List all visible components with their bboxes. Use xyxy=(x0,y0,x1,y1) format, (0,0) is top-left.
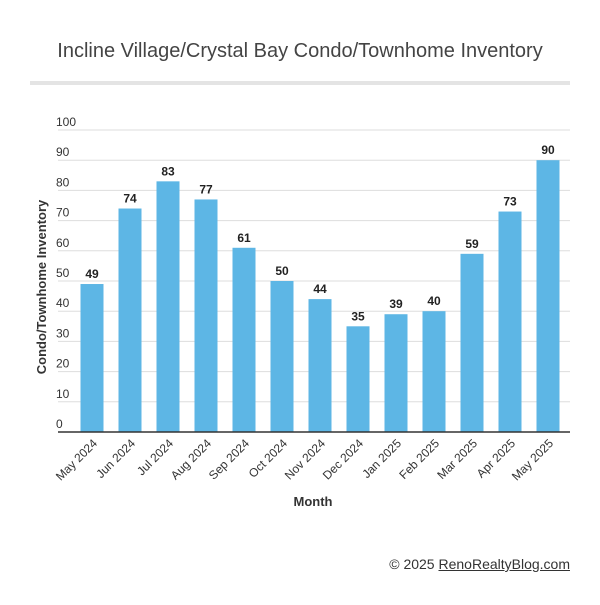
x-tick-label: May 2024 xyxy=(53,436,100,483)
bar xyxy=(384,314,408,432)
y-tick-label: 70 xyxy=(56,206,70,220)
data-label: 74 xyxy=(123,192,137,206)
copyright-text: © 2025 xyxy=(389,556,435,572)
data-label: 59 xyxy=(465,237,479,251)
data-label: 61 xyxy=(237,231,251,245)
x-tick-label: Nov 2024 xyxy=(282,436,328,482)
chart-title: Incline Village/Crystal Bay Condo/Townho… xyxy=(57,40,543,62)
bar xyxy=(232,247,256,432)
x-tick-label: Dec 2024 xyxy=(320,436,366,482)
bar xyxy=(194,199,218,432)
x-tick-label: Feb 2025 xyxy=(396,436,442,482)
data-label: 73 xyxy=(503,195,517,209)
bar xyxy=(118,208,142,432)
bar xyxy=(270,281,294,432)
title-divider xyxy=(30,81,570,85)
bar xyxy=(460,253,484,432)
data-label: 35 xyxy=(351,309,365,323)
data-label: 83 xyxy=(161,164,175,178)
y-tick-label: 60 xyxy=(56,236,70,250)
bar xyxy=(422,311,446,432)
data-label: 40 xyxy=(427,294,441,308)
y-tick-label: 30 xyxy=(56,326,70,340)
x-tick-label: Sep 2024 xyxy=(206,436,252,482)
y-tick-label: 80 xyxy=(56,175,70,189)
x-axis-title: Month xyxy=(294,494,333,509)
site-link[interactable]: RenoRealtyBlog.com xyxy=(438,556,570,572)
data-label: 50 xyxy=(275,264,289,278)
y-tick-label: 50 xyxy=(56,266,70,280)
y-tick-label: 40 xyxy=(56,296,70,310)
bar xyxy=(346,326,370,432)
x-tick-label: Jun 2024 xyxy=(93,436,138,481)
y-axis-title: Condo/Townhome Inventory xyxy=(34,199,49,374)
y-tick-label: 0 xyxy=(56,417,63,431)
bar xyxy=(156,181,180,432)
bars xyxy=(80,160,560,432)
data-label: 49 xyxy=(85,267,99,281)
bar xyxy=(536,160,560,432)
y-tick-label: 90 xyxy=(56,145,70,159)
data-label: 90 xyxy=(541,143,555,157)
y-tick-label: 100 xyxy=(56,115,76,129)
x-tick-label: Mar 2025 xyxy=(434,436,480,482)
y-tick-labels: 0 10 20 30 40 50 60 70 80 90 100 xyxy=(56,115,76,431)
bar xyxy=(498,211,522,432)
x-tick-label: May 2025 xyxy=(509,436,556,483)
y-tick-label: 20 xyxy=(56,357,70,371)
bar xyxy=(308,299,332,432)
data-label: 44 xyxy=(313,282,327,296)
data-labels: 49 74 83 77 61 50 44 35 39 40 59 73 90 xyxy=(85,143,555,323)
copyright-credit: © 2025 RenoRealtyBlog.com xyxy=(389,556,570,572)
data-label: 39 xyxy=(389,297,403,311)
bar xyxy=(80,284,104,432)
data-label: 77 xyxy=(199,182,213,196)
y-tick-label: 10 xyxy=(56,387,70,401)
x-tick-label: Aug 2024 xyxy=(168,436,214,482)
